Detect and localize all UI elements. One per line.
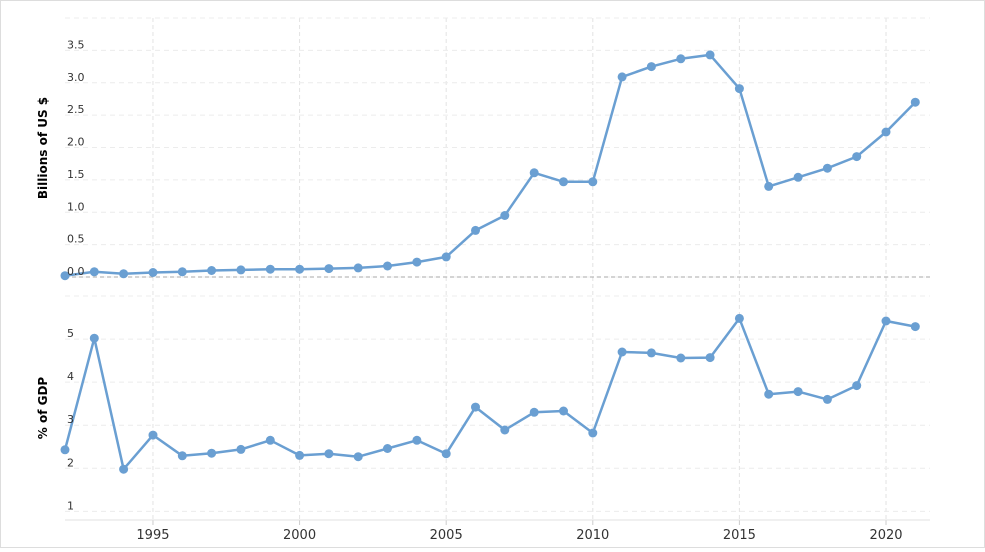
data-point <box>324 449 334 459</box>
data-point <box>295 450 305 460</box>
data-point <box>60 271 70 281</box>
data-point <box>822 394 832 404</box>
series-layer <box>60 50 920 474</box>
y-tick-label: 3 <box>67 413 74 426</box>
data-point <box>148 268 158 277</box>
data-point <box>471 225 480 235</box>
data-point <box>383 444 392 453</box>
x-tick-label: 2015 <box>723 528 756 543</box>
y-tick-label: 2.5 <box>67 103 85 116</box>
data-point <box>646 348 656 358</box>
y-tick-label: 0.0 <box>67 265 85 278</box>
series-line <box>64 53 917 277</box>
data-point <box>500 211 510 220</box>
y-tick-label: 2 <box>67 456 74 469</box>
data-point <box>881 316 891 326</box>
x-tick-label: 2000 <box>283 528 316 543</box>
data-point <box>441 449 451 459</box>
data-point <box>353 452 363 462</box>
data-point <box>676 54 686 64</box>
data-point <box>412 257 422 267</box>
data-point <box>295 264 305 274</box>
x-tick-label: 2005 <box>430 528 463 543</box>
data-point <box>734 84 744 94</box>
y-tick-label: 4 <box>67 370 74 383</box>
data-point <box>265 435 275 445</box>
data-point <box>852 152 862 162</box>
data-point <box>705 50 715 60</box>
data-point <box>119 464 129 474</box>
data-point <box>764 181 774 191</box>
x-tick-label: 1995 <box>136 528 169 543</box>
data-point <box>500 425 510 435</box>
data-point <box>910 97 920 107</box>
data-point <box>559 177 568 187</box>
y-tick-label: 2.0 <box>67 136 85 149</box>
data-point <box>148 430 158 440</box>
data-point <box>852 381 862 391</box>
data-point <box>588 428 598 438</box>
data-point <box>324 264 334 274</box>
y-tick-label: 0.5 <box>67 233 85 246</box>
data-point <box>177 267 187 277</box>
x-tick-label: 2020 <box>869 528 902 543</box>
data-point <box>383 261 392 271</box>
data-point <box>60 445 70 455</box>
y-tick-label: 5 <box>67 327 74 340</box>
data-point <box>705 353 715 363</box>
data-point <box>471 402 480 412</box>
data-point <box>236 265 246 275</box>
data-point <box>412 435 422 445</box>
data-point <box>89 333 99 343</box>
data-point <box>236 444 246 454</box>
data-point <box>559 406 568 416</box>
data-point <box>734 313 744 323</box>
x-tick-label: 2010 <box>576 528 609 543</box>
axis-layer <box>65 276 930 525</box>
data-point <box>646 62 656 72</box>
data-point <box>822 163 832 173</box>
data-point <box>793 387 803 397</box>
data-point <box>617 347 627 357</box>
y-tick-label: 1.5 <box>67 168 85 181</box>
data-point <box>529 407 539 417</box>
data-point <box>881 127 891 137</box>
y-tick-label: 3.5 <box>67 38 85 51</box>
data-point <box>529 168 539 178</box>
data-point <box>207 266 217 275</box>
data-point <box>441 252 451 262</box>
data-point <box>177 451 187 461</box>
data-point <box>676 353 686 363</box>
series-line <box>63 317 916 471</box>
data-point <box>353 263 363 273</box>
data-point <box>764 389 774 399</box>
data-point <box>617 72 627 82</box>
data-point <box>89 267 99 277</box>
data-point <box>588 177 598 187</box>
y-axis-label: Billions of US $ <box>36 97 50 199</box>
data-point <box>910 322 920 332</box>
grid-layer <box>65 17 930 520</box>
label-layer: 1995 2000 2005 2010 2015 2020 0.0 0.5 1.0 1.5 2.0 2… <box>36 38 903 543</box>
data-point <box>265 264 275 274</box>
y-axis-label: % of GDP <box>36 377 50 440</box>
data-point <box>119 269 129 279</box>
y-tick-label: 1 <box>67 499 74 512</box>
data-point <box>207 448 217 458</box>
y-tick-label: 3.0 <box>67 71 85 84</box>
data-point <box>793 172 803 182</box>
y-tick-label: 1.0 <box>67 200 85 213</box>
